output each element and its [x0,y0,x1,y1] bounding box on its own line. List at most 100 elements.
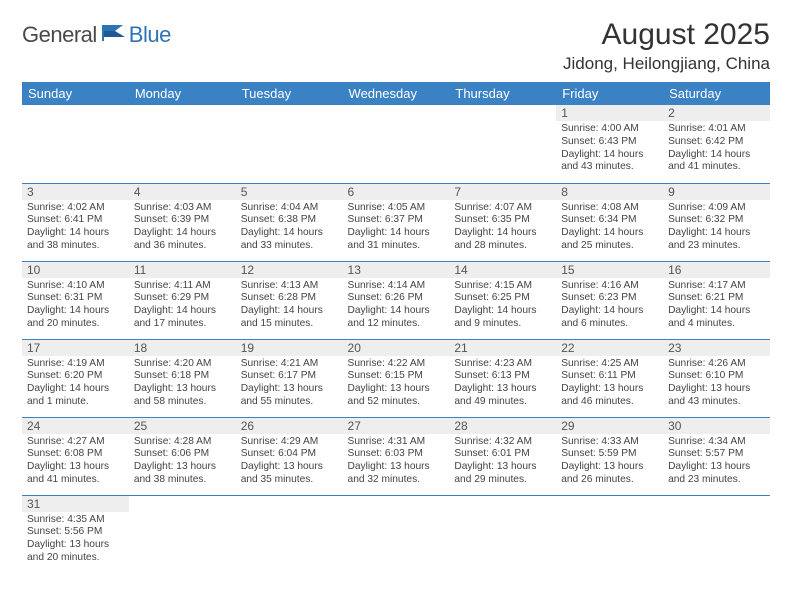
calendar-cell: 9Sunrise: 4:09 AMSunset: 6:32 PMDaylight… [663,183,770,261]
logo: General Blue [22,22,171,48]
day-number: 21 [449,340,556,356]
day-details: Sunrise: 4:31 AMSunset: 6:03 PMDaylight:… [343,434,450,490]
logo-text-blue: Blue [129,22,171,48]
calendar-cell: 5Sunrise: 4:04 AMSunset: 6:38 PMDaylight… [236,183,343,261]
day-details: Sunrise: 4:22 AMSunset: 6:15 PMDaylight:… [343,356,450,412]
calendar-cell: 25Sunrise: 4:28 AMSunset: 6:06 PMDayligh… [129,417,236,495]
calendar-cell: 14Sunrise: 4:15 AMSunset: 6:25 PMDayligh… [449,261,556,339]
calendar-cell: 20Sunrise: 4:22 AMSunset: 6:15 PMDayligh… [343,339,450,417]
day-details: Sunrise: 4:01 AMSunset: 6:42 PMDaylight:… [663,121,770,177]
calendar-cell: 7Sunrise: 4:07 AMSunset: 6:35 PMDaylight… [449,183,556,261]
calendar-cell: 27Sunrise: 4:31 AMSunset: 6:03 PMDayligh… [343,417,450,495]
calendar-cell: 8Sunrise: 4:08 AMSunset: 6:34 PMDaylight… [556,183,663,261]
day-details: Sunrise: 4:00 AMSunset: 6:43 PMDaylight:… [556,121,663,177]
calendar-row: 17Sunrise: 4:19 AMSunset: 6:20 PMDayligh… [22,339,770,417]
day-number: 12 [236,262,343,278]
day-header: Sunday [22,82,129,105]
calendar-cell: 22Sunrise: 4:25 AMSunset: 6:11 PMDayligh… [556,339,663,417]
calendar-cell [129,495,236,573]
day-number: 31 [22,496,129,512]
day-number: 11 [129,262,236,278]
day-details: Sunrise: 4:25 AMSunset: 6:11 PMDaylight:… [556,356,663,412]
day-number: 2 [663,105,770,121]
calendar-row: 24Sunrise: 4:27 AMSunset: 6:08 PMDayligh… [22,417,770,495]
calendar-cell: 30Sunrise: 4:34 AMSunset: 5:57 PMDayligh… [663,417,770,495]
day-number: 16 [663,262,770,278]
day-number: 17 [22,340,129,356]
day-details: Sunrise: 4:04 AMSunset: 6:38 PMDaylight:… [236,200,343,256]
day-details: Sunrise: 4:32 AMSunset: 6:01 PMDaylight:… [449,434,556,490]
page-title: August 2025 [563,18,770,52]
day-details: Sunrise: 4:34 AMSunset: 5:57 PMDaylight:… [663,434,770,490]
day-header: Friday [556,82,663,105]
day-number: 27 [343,418,450,434]
calendar-cell [22,105,129,183]
calendar-cell: 6Sunrise: 4:05 AMSunset: 6:37 PMDaylight… [343,183,450,261]
day-details: Sunrise: 4:29 AMSunset: 6:04 PMDaylight:… [236,434,343,490]
day-header: Monday [129,82,236,105]
day-details: Sunrise: 4:08 AMSunset: 6:34 PMDaylight:… [556,200,663,256]
day-details: Sunrise: 4:33 AMSunset: 5:59 PMDaylight:… [556,434,663,490]
day-number: 5 [236,184,343,200]
title-block: August 2025 Jidong, Heilongjiang, China [563,18,770,74]
day-details: Sunrise: 4:03 AMSunset: 6:39 PMDaylight:… [129,200,236,256]
calendar-cell: 2Sunrise: 4:01 AMSunset: 6:42 PMDaylight… [663,105,770,183]
day-details: Sunrise: 4:19 AMSunset: 6:20 PMDaylight:… [22,356,129,412]
day-number: 25 [129,418,236,434]
calendar-cell [556,495,663,573]
day-details: Sunrise: 4:28 AMSunset: 6:06 PMDaylight:… [129,434,236,490]
calendar-cell: 19Sunrise: 4:21 AMSunset: 6:17 PMDayligh… [236,339,343,417]
calendar-cell [663,495,770,573]
calendar-header-row: SundayMondayTuesdayWednesdayThursdayFrid… [22,82,770,105]
day-details: Sunrise: 4:21 AMSunset: 6:17 PMDaylight:… [236,356,343,412]
calendar-cell [449,495,556,573]
day-details: Sunrise: 4:02 AMSunset: 6:41 PMDaylight:… [22,200,129,256]
calendar-row: 10Sunrise: 4:10 AMSunset: 6:31 PMDayligh… [22,261,770,339]
calendar-cell [129,105,236,183]
day-header: Saturday [663,82,770,105]
day-details: Sunrise: 4:07 AMSunset: 6:35 PMDaylight:… [449,200,556,256]
calendar-cell: 18Sunrise: 4:20 AMSunset: 6:18 PMDayligh… [129,339,236,417]
calendar-cell: 21Sunrise: 4:23 AMSunset: 6:13 PMDayligh… [449,339,556,417]
day-header: Thursday [449,82,556,105]
calendar-cell [449,105,556,183]
day-number: 15 [556,262,663,278]
day-details: Sunrise: 4:09 AMSunset: 6:32 PMDaylight:… [663,200,770,256]
day-header: Wednesday [343,82,450,105]
day-details: Sunrise: 4:35 AMSunset: 5:56 PMDaylight:… [22,512,129,568]
day-number: 26 [236,418,343,434]
calendar-cell: 28Sunrise: 4:32 AMSunset: 6:01 PMDayligh… [449,417,556,495]
day-number: 28 [449,418,556,434]
day-details: Sunrise: 4:10 AMSunset: 6:31 PMDaylight:… [22,278,129,334]
calendar-cell: 1Sunrise: 4:00 AMSunset: 6:43 PMDaylight… [556,105,663,183]
day-number: 18 [129,340,236,356]
calendar-cell: 10Sunrise: 4:10 AMSunset: 6:31 PMDayligh… [22,261,129,339]
calendar-cell: 17Sunrise: 4:19 AMSunset: 6:20 PMDayligh… [22,339,129,417]
day-number: 24 [22,418,129,434]
day-number: 22 [556,340,663,356]
day-number: 13 [343,262,450,278]
calendar-row: 1Sunrise: 4:00 AMSunset: 6:43 PMDaylight… [22,105,770,183]
calendar-cell: 24Sunrise: 4:27 AMSunset: 6:08 PMDayligh… [22,417,129,495]
day-details: Sunrise: 4:27 AMSunset: 6:08 PMDaylight:… [22,434,129,490]
day-details: Sunrise: 4:20 AMSunset: 6:18 PMDaylight:… [129,356,236,412]
calendar-cell: 11Sunrise: 4:11 AMSunset: 6:29 PMDayligh… [129,261,236,339]
calendar-cell: 16Sunrise: 4:17 AMSunset: 6:21 PMDayligh… [663,261,770,339]
calendar-cell: 3Sunrise: 4:02 AMSunset: 6:41 PMDaylight… [22,183,129,261]
calendar-cell: 31Sunrise: 4:35 AMSunset: 5:56 PMDayligh… [22,495,129,573]
day-header: Tuesday [236,82,343,105]
location: Jidong, Heilongjiang, China [563,54,770,74]
calendar-cell [236,495,343,573]
day-number: 9 [663,184,770,200]
calendar-cell: 13Sunrise: 4:14 AMSunset: 6:26 PMDayligh… [343,261,450,339]
calendar-cell: 4Sunrise: 4:03 AMSunset: 6:39 PMDaylight… [129,183,236,261]
day-details: Sunrise: 4:13 AMSunset: 6:28 PMDaylight:… [236,278,343,334]
calendar-cell [343,495,450,573]
day-details: Sunrise: 4:05 AMSunset: 6:37 PMDaylight:… [343,200,450,256]
day-details: Sunrise: 4:26 AMSunset: 6:10 PMDaylight:… [663,356,770,412]
calendar-cell: 26Sunrise: 4:29 AMSunset: 6:04 PMDayligh… [236,417,343,495]
calendar-cell: 29Sunrise: 4:33 AMSunset: 5:59 PMDayligh… [556,417,663,495]
day-number: 30 [663,418,770,434]
day-details: Sunrise: 4:14 AMSunset: 6:26 PMDaylight:… [343,278,450,334]
day-details: Sunrise: 4:17 AMSunset: 6:21 PMDaylight:… [663,278,770,334]
